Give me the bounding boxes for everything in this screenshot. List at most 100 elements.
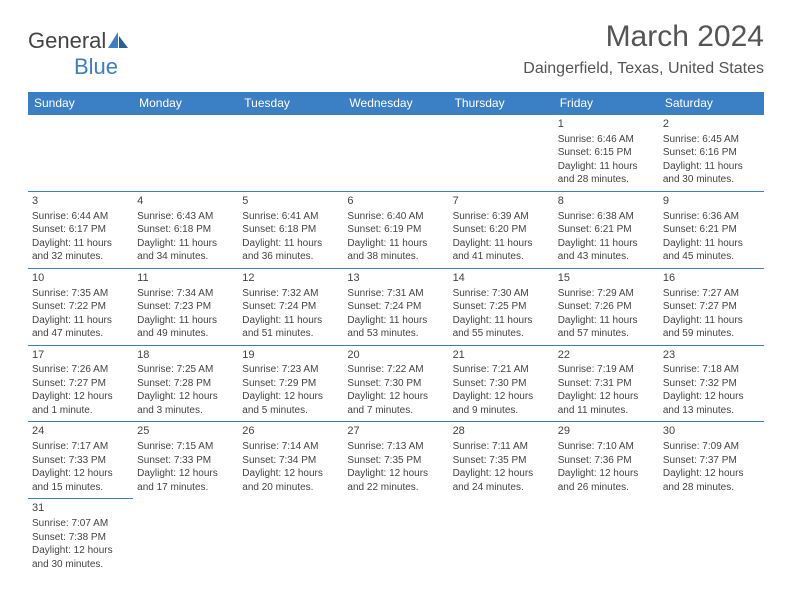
day-info-line: and 11 minutes.	[558, 404, 655, 418]
day-info-line: Sunset: 7:37 PM	[663, 454, 760, 468]
day-info-line: and 30 minutes.	[32, 558, 129, 572]
day-info-line: Daylight: 12 hours	[137, 467, 234, 481]
day-info-line: and 32 minutes.	[32, 250, 129, 264]
day-info-line: Sunset: 7:27 PM	[32, 377, 129, 391]
day-number: 4	[137, 194, 234, 209]
day-header-row: SundayMondayTuesdayWednesdayThursdayFrid…	[28, 92, 764, 115]
day-info-line: Daylight: 12 hours	[453, 467, 550, 481]
day-info-line: Daylight: 12 hours	[663, 390, 760, 404]
day-info-line: Daylight: 11 hours	[242, 314, 339, 328]
calendar-week: 31Sunrise: 7:07 AMSunset: 7:38 PMDayligh…	[28, 499, 764, 575]
day-info-line: and 53 minutes.	[347, 327, 444, 341]
day-info-line: Sunset: 7:24 PM	[242, 300, 339, 314]
day-info-line: and 30 minutes.	[663, 173, 760, 187]
day-info-line: Sunrise: 6:36 AM	[663, 210, 760, 224]
day-info-line: Daylight: 11 hours	[663, 160, 760, 174]
day-info-line: Daylight: 11 hours	[558, 237, 655, 251]
day-info-line: and 45 minutes.	[663, 250, 760, 264]
day-info-line: and 3 minutes.	[137, 404, 234, 418]
day-number: 22	[558, 348, 655, 363]
calendar-cell: 15Sunrise: 7:29 AMSunset: 7:26 PMDayligh…	[554, 268, 659, 345]
day-info-line: Sunset: 6:21 PM	[558, 223, 655, 237]
day-info-line: Sunrise: 7:30 AM	[453, 287, 550, 301]
day-info-line: Sunset: 6:15 PM	[558, 146, 655, 160]
day-info-line: Sunset: 6:20 PM	[453, 223, 550, 237]
day-number: 2	[663, 117, 760, 132]
day-info-line: Sunset: 7:35 PM	[453, 454, 550, 468]
calendar-cell: 28Sunrise: 7:11 AMSunset: 7:35 PMDayligh…	[449, 422, 554, 499]
day-info-line: Sunset: 7:31 PM	[558, 377, 655, 391]
calendar-week: 10Sunrise: 7:35 AMSunset: 7:22 PMDayligh…	[28, 268, 764, 345]
day-header: Saturday	[659, 92, 764, 115]
day-header: Tuesday	[238, 92, 343, 115]
day-number: 9	[663, 194, 760, 209]
day-info-line: and 34 minutes.	[137, 250, 234, 264]
day-info-line: Sunrise: 7:17 AM	[32, 440, 129, 454]
day-info-line: Sunrise: 7:25 AM	[137, 363, 234, 377]
calendar-cell: 16Sunrise: 7:27 AMSunset: 7:27 PMDayligh…	[659, 268, 764, 345]
day-info-line: Daylight: 11 hours	[32, 237, 129, 251]
day-number: 23	[663, 348, 760, 363]
day-info-line: and 41 minutes.	[453, 250, 550, 264]
day-info-line: Sunset: 6:16 PM	[663, 146, 760, 160]
day-info-line: and 49 minutes.	[137, 327, 234, 341]
day-number: 6	[347, 194, 444, 209]
day-number: 15	[558, 271, 655, 286]
calendar-cell: 2Sunrise: 6:45 AMSunset: 6:16 PMDaylight…	[659, 115, 764, 192]
day-number: 21	[453, 348, 550, 363]
logo-text-2: Blue	[74, 54, 118, 79]
calendar-cell: 9Sunrise: 6:36 AMSunset: 6:21 PMDaylight…	[659, 191, 764, 268]
day-info-line: and 24 minutes.	[453, 481, 550, 495]
day-info-line: Sunrise: 6:43 AM	[137, 210, 234, 224]
day-info-line: Daylight: 11 hours	[663, 237, 760, 251]
day-info-line: and 55 minutes.	[453, 327, 550, 341]
calendar-cell: 20Sunrise: 7:22 AMSunset: 7:30 PMDayligh…	[343, 345, 448, 422]
calendar-cell	[343, 499, 448, 575]
day-info-line: Sunrise: 7:18 AM	[663, 363, 760, 377]
day-header: Sunday	[28, 92, 133, 115]
header: GeneralBlue March 2024 Daingerfield, Tex…	[28, 20, 764, 80]
day-info-line: Daylight: 11 hours	[558, 160, 655, 174]
day-info-line: Sunset: 7:22 PM	[32, 300, 129, 314]
day-number: 10	[32, 271, 129, 286]
calendar-cell: 4Sunrise: 6:43 AMSunset: 6:18 PMDaylight…	[133, 191, 238, 268]
day-header: Thursday	[449, 92, 554, 115]
day-number: 11	[137, 271, 234, 286]
day-number: 26	[242, 424, 339, 439]
day-info-line: Sunrise: 7:19 AM	[558, 363, 655, 377]
day-info-line: Sunset: 7:30 PM	[347, 377, 444, 391]
calendar-cell	[449, 115, 554, 192]
calendar-table: SundayMondayTuesdayWednesdayThursdayFrid…	[28, 92, 764, 575]
calendar-cell: 25Sunrise: 7:15 AMSunset: 7:33 PMDayligh…	[133, 422, 238, 499]
day-info-line: and 5 minutes.	[242, 404, 339, 418]
day-info-line: and 28 minutes.	[558, 173, 655, 187]
day-info-line: and 13 minutes.	[663, 404, 760, 418]
calendar-cell: 23Sunrise: 7:18 AMSunset: 7:32 PMDayligh…	[659, 345, 764, 422]
day-info-line: Sunrise: 7:11 AM	[453, 440, 550, 454]
calendar-cell	[449, 499, 554, 575]
day-number: 16	[663, 271, 760, 286]
day-info-line: Sunset: 7:28 PM	[137, 377, 234, 391]
day-info-line: Daylight: 11 hours	[558, 314, 655, 328]
calendar-cell: 12Sunrise: 7:32 AMSunset: 7:24 PMDayligh…	[238, 268, 343, 345]
location-text: Daingerfield, Texas, United States	[523, 60, 764, 78]
day-info-line: and 43 minutes.	[558, 250, 655, 264]
day-info-line: Daylight: 11 hours	[453, 237, 550, 251]
day-info-line: Daylight: 12 hours	[347, 390, 444, 404]
day-info-line: Daylight: 12 hours	[32, 544, 129, 558]
day-number: 14	[453, 271, 550, 286]
calendar-cell: 30Sunrise: 7:09 AMSunset: 7:37 PMDayligh…	[659, 422, 764, 499]
day-info-line: Sunrise: 7:13 AM	[347, 440, 444, 454]
day-info-line: Daylight: 12 hours	[347, 467, 444, 481]
day-number: 31	[32, 501, 129, 516]
day-info-line: Sunset: 6:21 PM	[663, 223, 760, 237]
day-info-line: Sunset: 7:29 PM	[242, 377, 339, 391]
calendar-cell: 13Sunrise: 7:31 AMSunset: 7:24 PMDayligh…	[343, 268, 448, 345]
day-info-line: Sunrise: 6:41 AM	[242, 210, 339, 224]
calendar-cell: 3Sunrise: 6:44 AMSunset: 6:17 PMDaylight…	[28, 191, 133, 268]
calendar-cell: 31Sunrise: 7:07 AMSunset: 7:38 PMDayligh…	[28, 499, 133, 575]
day-number: 28	[453, 424, 550, 439]
calendar-cell: 21Sunrise: 7:21 AMSunset: 7:30 PMDayligh…	[449, 345, 554, 422]
day-info-line: Sunset: 7:26 PM	[558, 300, 655, 314]
day-info-line: Daylight: 12 hours	[558, 390, 655, 404]
